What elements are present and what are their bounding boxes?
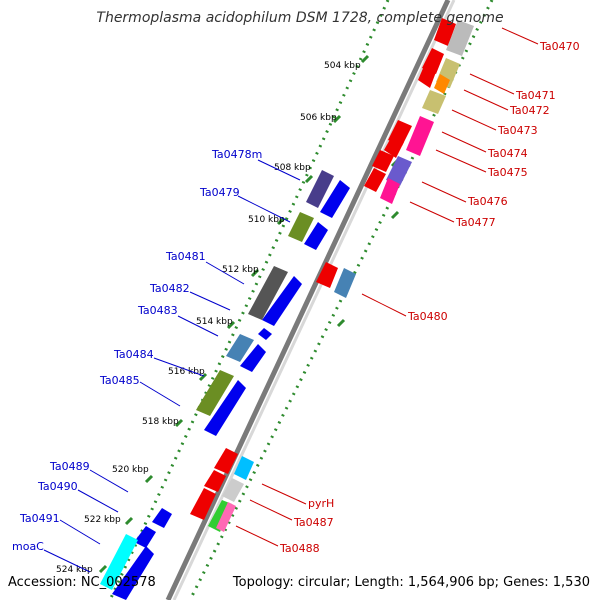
gene-label-ta0474[interactable]: Ta0474 — [487, 147, 528, 160]
tick-label-506: 506 kbp — [300, 113, 337, 123]
gene-arrow[interactable] — [204, 380, 246, 436]
gene-label-ta0490[interactable]: Ta0490 — [37, 480, 78, 493]
gene-block[interactable] — [196, 370, 234, 416]
gene-arrow[interactable] — [190, 488, 216, 520]
gene-arrow[interactable] — [134, 526, 156, 548]
gene-block[interactable] — [226, 334, 254, 362]
tick-label-520: 520 kbp — [112, 465, 149, 475]
gene-label-ta0491[interactable]: Ta0491 — [19, 512, 60, 525]
gene-arrow[interactable] — [422, 48, 444, 74]
gene-arrow[interactable] — [262, 276, 302, 326]
tick-track-left — [108, 0, 390, 600]
gene-arrow[interactable] — [418, 66, 436, 88]
gene-label-ta0487[interactable]: Ta0487 — [293, 516, 334, 529]
tick-label-524: 524 kbp — [56, 565, 93, 575]
gene-block[interactable] — [306, 170, 334, 208]
gene-block[interactable] — [406, 116, 434, 156]
map-title: Thermoplasma acidophilum DSM 1728, compl… — [96, 10, 503, 26]
gene-arrow[interactable] — [316, 262, 338, 288]
major-ticks — [98, 54, 400, 574]
gene-block[interactable] — [288, 212, 314, 242]
plus-strand-features — [190, 18, 474, 532]
gene-block[interactable] — [222, 478, 244, 502]
gene-block[interactable] — [248, 266, 288, 320]
gene-arrow[interactable] — [384, 136, 404, 158]
gene-label-ta0477[interactable]: Ta0477 — [455, 216, 496, 229]
tick-label-508: 508 kbp — [274, 163, 311, 173]
minus-strand-features — [100, 170, 350, 600]
accession-text: Accession: NC_002578 — [8, 575, 156, 590]
gene-arrow[interactable] — [214, 448, 238, 474]
gene-label-ta0489[interactable]: Ta0489 — [49, 460, 90, 473]
gene-arrow[interactable] — [304, 222, 328, 250]
gene-label-ta0481[interactable]: Ta0481 — [165, 250, 206, 263]
gene-label-ta0483[interactable]: Ta0483 — [137, 304, 178, 317]
gene-label-ta0472[interactable]: Ta0472 — [509, 104, 550, 117]
gene-arrow[interactable] — [320, 180, 350, 218]
gene-block[interactable] — [434, 74, 450, 94]
gene-label-ta0471[interactable]: Ta0471 — [515, 89, 556, 102]
genome-backbone-highlight — [172, 0, 456, 600]
tick-track-right — [188, 0, 494, 600]
gene-block[interactable] — [386, 156, 412, 186]
gene-arrow[interactable] — [112, 546, 154, 600]
tick-label-518: 518 kbp — [142, 417, 179, 427]
genome-backbone — [165, 0, 451, 600]
gene-label-ta0476[interactable]: Ta0476 — [467, 195, 508, 208]
gene-label-ta0480[interactable]: Ta0480 — [407, 310, 448, 323]
gene-block[interactable] — [334, 268, 356, 298]
tick-label-522: 522 kbp — [84, 515, 121, 525]
gene-label-ta0484[interactable]: Ta0484 — [113, 348, 154, 361]
gene-block[interactable] — [446, 20, 474, 56]
gene-label-pyrh[interactable]: pyrH — [308, 497, 334, 510]
genome-summary-text: Topology: circular; Length: 1,564,906 bp… — [232, 575, 590, 590]
tick-label-512: 512 kbp — [222, 265, 259, 275]
right-leader-lines — [235, 27, 539, 547]
gene-arrow[interactable] — [372, 150, 394, 172]
gene-block[interactable] — [234, 456, 254, 480]
tick-label-516: 516 kbp — [168, 367, 205, 377]
gene-label-ta0488[interactable]: Ta0488 — [279, 542, 320, 555]
gene-label-ta0470[interactable]: Ta0470 — [539, 40, 580, 53]
gene-label-ta0485[interactable]: Ta0485 — [99, 374, 140, 387]
gene-label-ta0475[interactable]: Ta0475 — [487, 166, 528, 179]
left-leader-lines — [43, 159, 301, 573]
gene-block[interactable] — [100, 534, 138, 590]
tick-label-510: 510 kbp — [248, 215, 285, 225]
gene-arrow[interactable] — [258, 328, 272, 340]
gene-arrow[interactable] — [204, 470, 226, 492]
tick-label-514: 514 kbp — [196, 317, 233, 327]
gene-arrow[interactable] — [364, 168, 386, 192]
gene-label-ta0479[interactable]: Ta0479 — [199, 186, 240, 199]
gene-arrow[interactable] — [240, 344, 266, 372]
gene-label-moac[interactable]: moaC — [12, 540, 44, 553]
gene-label-ta0473[interactable]: Ta0473 — [497, 124, 538, 137]
gene-label-ta0482[interactable]: Ta0482 — [149, 282, 190, 295]
gene-block[interactable] — [380, 178, 400, 204]
tick-label-504: 504 kbp — [324, 61, 361, 71]
gene-arrow[interactable] — [152, 508, 172, 528]
gene-label-ta0478m[interactable]: Ta0478m — [211, 148, 262, 161]
gene-block[interactable] — [422, 90, 446, 114]
gene-block[interactable] — [216, 502, 236, 532]
